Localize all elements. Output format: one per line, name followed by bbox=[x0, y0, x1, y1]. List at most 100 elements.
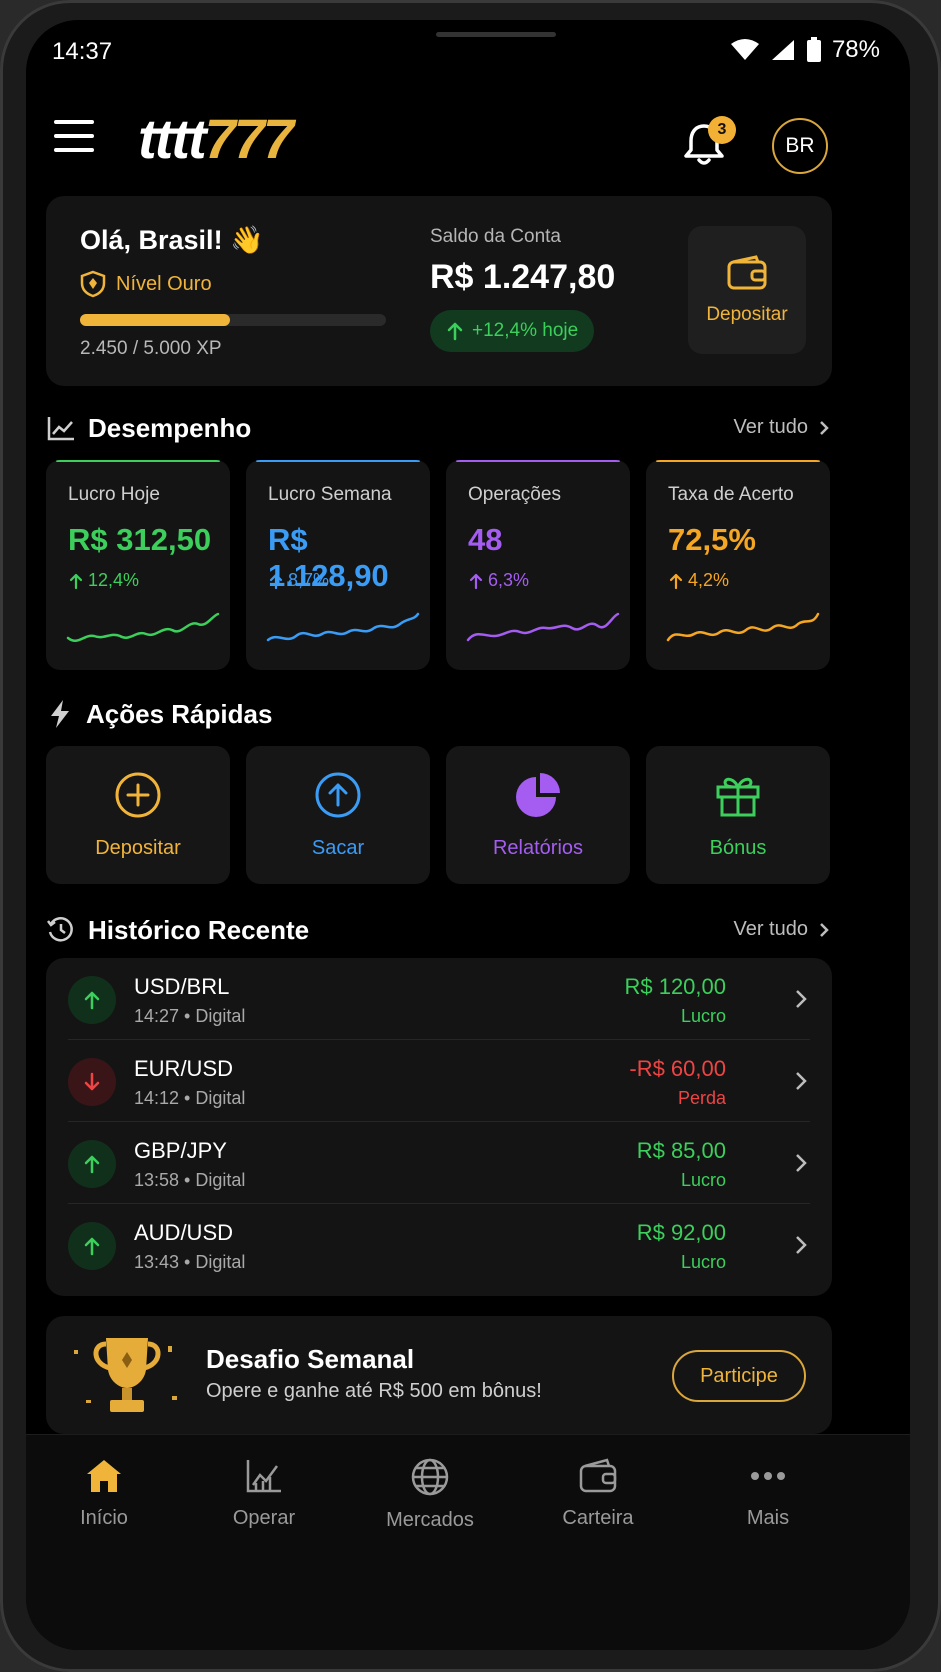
nav-item-inicio[interactable]: Início bbox=[34, 1457, 174, 1530]
arrow-up-circle-icon bbox=[315, 772, 361, 817]
trend-chart-icon bbox=[47, 417, 74, 441]
history-list: USD/BRL 14:27 • Digital R$ 120,00 Lucro … bbox=[46, 958, 832, 1296]
performance-see-all[interactable]: Ver tudo bbox=[733, 416, 830, 439]
arrow-up-icon bbox=[469, 573, 483, 589]
menu-icon[interactable] bbox=[54, 120, 94, 154]
wallet-icon bbox=[579, 1458, 617, 1493]
challenge-title: Desafio Semanal bbox=[206, 1344, 415, 1374]
history-pair: EUR/USD bbox=[134, 1056, 234, 1081]
stat-card-accent bbox=[456, 460, 620, 462]
history-amount: -R$ 60,00 bbox=[629, 1056, 726, 1081]
arrow-up-icon bbox=[269, 573, 283, 589]
quick-action-label: Depositar bbox=[95, 836, 181, 859]
arrow-up-icon bbox=[669, 573, 683, 589]
history-meta: 13:43 • Digital bbox=[134, 1252, 246, 1272]
stat-value: 48 bbox=[468, 522, 503, 557]
status-bar: 14:37 78% bbox=[26, 20, 910, 90]
quick-action-depositar-button[interactable]: Depositar bbox=[46, 746, 230, 884]
nav-item-operar[interactable]: Operar bbox=[194, 1457, 334, 1530]
quick-action-label: Sacar bbox=[311, 836, 365, 859]
history-see-all[interactable]: Ver tudo bbox=[733, 918, 830, 941]
more-icon bbox=[751, 1472, 785, 1480]
stat-card[interactable]: Operações 48 6,3% bbox=[446, 460, 630, 670]
arrow-up-icon bbox=[69, 573, 83, 589]
stat-change: 12,4% bbox=[68, 570, 139, 591]
participate-button[interactable]: Participe bbox=[672, 1350, 806, 1402]
stat-card-accent bbox=[256, 460, 420, 462]
arrow-down-icon bbox=[68, 1058, 116, 1106]
stat-card-accent bbox=[656, 460, 820, 462]
stat-card[interactable]: Lucro Hoje R$ 312,50 12,4% bbox=[46, 460, 230, 670]
arrow-up-icon bbox=[68, 1222, 116, 1270]
stat-value: R$ 312,50 bbox=[68, 522, 212, 557]
deposit-button[interactable]: Depositar bbox=[688, 226, 806, 354]
level-badge: Nível Ouro bbox=[80, 270, 212, 298]
balance-label: Saldo da Conta bbox=[430, 226, 561, 247]
nav-item-mercados[interactable]: Mercados bbox=[360, 1457, 500, 1532]
arrow-up-icon bbox=[68, 976, 116, 1024]
stat-value: R$ 1.128,90 bbox=[268, 522, 389, 593]
sparkline bbox=[266, 612, 420, 642]
history-pair: GBP/JPY bbox=[134, 1138, 227, 1163]
history-row[interactable]: GBP/JPY 13:58 • Digital R$ 85,00 Lucro bbox=[46, 1122, 832, 1204]
chevron-right-icon bbox=[796, 1236, 807, 1254]
quick-action-relatorios-button[interactable]: Relatórios bbox=[446, 746, 630, 884]
app-header: tttt777 3 BR bbox=[26, 90, 910, 190]
quick-actions-title: Ações Rápidas bbox=[86, 698, 273, 729]
stat-card[interactable]: Taxa de Acerto 72,5% 4,2% bbox=[646, 460, 830, 670]
nav-item-mais[interactable]: Mais bbox=[698, 1457, 838, 1530]
history-row[interactable]: AUD/USD 13:43 • Digital R$ 92,00 Lucro bbox=[46, 1204, 832, 1286]
stat-label: Lucro Hoje bbox=[68, 484, 160, 505]
history-header: Histórico Recente Ver tudo bbox=[46, 910, 832, 950]
balance-change: +12,4% hoje bbox=[472, 320, 579, 341]
quick-action-bonus-button[interactable]: Bónus bbox=[646, 746, 830, 884]
history-status: Lucro bbox=[680, 1170, 726, 1190]
stat-label: Taxa de Acerto bbox=[668, 484, 794, 505]
stat-change: 8,7% bbox=[268, 570, 329, 591]
account-card: Olá, Brasil! 👋 Nível Ouro 2.450 / 5.000 … bbox=[46, 196, 832, 386]
history-row[interactable]: EUR/USD 14:12 • Digital -R$ 60,00 Perda bbox=[46, 1040, 832, 1122]
stat-label: Lucro Semana bbox=[268, 484, 392, 505]
phone-screen: 14:37 78% tttt777 3 BR Olá, Brasil! 👋 Ní… bbox=[26, 20, 910, 1650]
lightning-icon bbox=[51, 700, 69, 728]
quick-action-sacar-button[interactable]: Sacar bbox=[246, 746, 430, 884]
performance-header: Desempenho Ver tudo bbox=[46, 408, 832, 448]
notification-badge: 3 bbox=[708, 116, 736, 144]
signal-icon bbox=[771, 40, 794, 60]
trophy-icon bbox=[74, 1338, 177, 1412]
app-logo: tttt777 bbox=[138, 107, 294, 170]
divider bbox=[68, 1121, 810, 1122]
history-clock-icon bbox=[47, 917, 73, 942]
history-amount: R$ 85,00 bbox=[636, 1138, 726, 1163]
xp-text: 2.450 / 5.000 XP bbox=[80, 338, 222, 359]
history-pair: USD/BRL bbox=[134, 974, 230, 999]
performance-title: Desempenho bbox=[88, 412, 252, 443]
deposit-label: Depositar bbox=[706, 304, 788, 325]
chevron-right-icon bbox=[796, 1154, 807, 1172]
status-time: 14:37 bbox=[52, 38, 113, 65]
wifi-icon bbox=[730, 39, 759, 60]
stat-card[interactable]: Lucro Semana R$ 1.128,90 8,7% bbox=[246, 460, 430, 670]
pie-chart-icon bbox=[516, 772, 560, 817]
history-status: Lucro bbox=[680, 1252, 726, 1272]
avatar[interactable]: BR bbox=[772, 118, 828, 174]
chevron-right-icon bbox=[796, 990, 807, 1008]
bottom-nav: Início Operar Mercados Carteira Mais bbox=[26, 1434, 910, 1650]
nav-item-carteira[interactable]: Carteira bbox=[528, 1457, 668, 1530]
challenge-subtitle: Opere e ganhe até R$ 500 em bônus! bbox=[206, 1380, 542, 1402]
sparkline bbox=[466, 612, 620, 642]
chart-icon bbox=[246, 1460, 281, 1493]
history-meta: 14:27 • Digital bbox=[134, 1006, 246, 1026]
xp-progress-bar bbox=[80, 314, 386, 326]
stat-change: 4,2% bbox=[668, 570, 729, 591]
history-row[interactable]: USD/BRL 14:27 • Digital R$ 120,00 Lucro bbox=[46, 958, 832, 1040]
arrow-up-icon bbox=[68, 1140, 116, 1188]
gift-icon bbox=[716, 777, 760, 816]
quick-actions-header: Ações Rápidas bbox=[46, 694, 832, 734]
balance-value: R$ 1.247,80 bbox=[430, 258, 616, 296]
stat-value: 72,5% bbox=[668, 522, 756, 557]
greeting: Olá, Brasil! 👋 bbox=[80, 225, 264, 255]
chevron-right-icon bbox=[820, 922, 829, 937]
shield-icon bbox=[80, 270, 106, 298]
history-meta: 13:58 • Digital bbox=[134, 1170, 246, 1190]
